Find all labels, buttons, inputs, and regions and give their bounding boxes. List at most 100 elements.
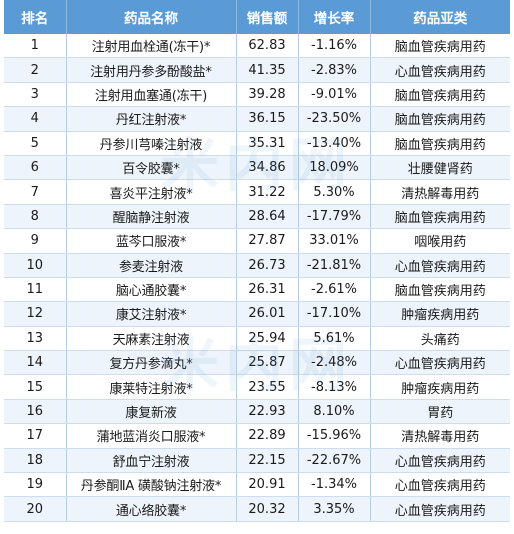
- category-cell: 脑血管疾病用药: [370, 277, 510, 303]
- growth-cell: -1.34%: [298, 472, 371, 498]
- header-rank: 排名: [4, 0, 67, 34]
- rank-cell: 8: [4, 204, 67, 230]
- category-cell: 脑血管疾病用药: [370, 131, 510, 156]
- sales-cell: 31.22: [236, 179, 299, 205]
- growth-cell: -8.13%: [298, 374, 371, 400]
- sales-cell: 27.87: [236, 228, 299, 254]
- growth-cell: -9.01%: [298, 82, 371, 108]
- table-row: 7 喜炎平注射液* 31.22 5.30% 清热解毒用药: [4, 179, 510, 205]
- sales-cell: 26.73: [236, 253, 299, 278]
- table-row: 12 康艾注射液* 26.01 -17.10% 肿瘤疾病用药: [4, 301, 510, 327]
- growth-cell: 18.09%: [298, 155, 371, 181]
- sales-cell: 36.15: [236, 106, 299, 132]
- sales-cell: 35.31: [236, 131, 299, 156]
- rank-cell: 12: [4, 301, 67, 327]
- drug-name-cell: 蓝芩口服液*: [66, 228, 237, 254]
- drug-name-cell: 脑心通胶囊*: [66, 277, 237, 303]
- rank-cell: 4: [4, 106, 67, 132]
- table-row: 4 丹红注射液* 36.15 -23.50% 脑血管疾病用药: [4, 106, 510, 132]
- table-row: 16 康复新液 22.93 8.10% 胃药: [4, 399, 510, 425]
- rank-cell: 7: [4, 179, 67, 205]
- growth-cell: -1.16%: [298, 34, 371, 59]
- sales-cell: 26.01: [236, 301, 299, 327]
- sales-cell: 22.93: [236, 399, 299, 425]
- category-cell: 咽喉用药: [370, 228, 510, 254]
- category-cell: 脑血管疾病用药: [370, 34, 510, 59]
- growth-cell: -2.61%: [298, 277, 371, 303]
- sales-cell: 20.32: [236, 496, 299, 522]
- category-cell: 清热解毒用药: [370, 179, 510, 205]
- table-row: 14 复方丹参滴丸* 25.87 -2.48% 心血管疾病用药: [4, 350, 510, 376]
- rank-cell: 17: [4, 423, 67, 449]
- sales-cell: 25.87: [236, 350, 299, 376]
- table-row: 1 注射用血栓通(冻干)* 62.83 -1.16% 脑血管疾病用药: [4, 34, 510, 59]
- growth-cell: -21.81%: [298, 253, 371, 278]
- drug-name-cell: 注射用血塞通(冻干): [66, 82, 237, 108]
- rank-cell: 16: [4, 399, 67, 425]
- rank-cell: 15: [4, 374, 67, 400]
- rank-cell: 11: [4, 277, 67, 303]
- rank-cell: 14: [4, 350, 67, 376]
- growth-cell: -2.48%: [298, 350, 371, 376]
- table-row: 9 蓝芩口服液* 27.87 33.01% 咽喉用药: [4, 228, 510, 254]
- category-cell: 脑血管疾病用药: [370, 204, 510, 230]
- table-row: 6 百令胶囊* 34.86 18.09% 壮腰健肾药: [4, 155, 510, 181]
- growth-cell: 5.61%: [298, 326, 371, 352]
- sales-cell: 28.64: [236, 204, 299, 230]
- drug-name-cell: 康复新液: [66, 399, 237, 425]
- rank-cell: 20: [4, 496, 67, 522]
- category-cell: 清热解毒用药: [370, 423, 510, 449]
- category-cell: 肿瘤疾病用药: [370, 374, 510, 400]
- category-cell: 心血管疾病用药: [370, 350, 510, 376]
- table-row: 3 注射用血塞通(冻干) 39.28 -9.01% 脑血管疾病用药: [4, 82, 510, 108]
- growth-cell: 33.01%: [298, 228, 371, 254]
- drug-name-cell: 注射用丹参多酚酸盐*: [66, 57, 237, 83]
- sales-cell: 62.83: [236, 34, 299, 59]
- header-growth: 增长率: [298, 0, 371, 34]
- drug-name-cell: 丹参酮ⅡA 磺酸钠注射液*: [66, 472, 237, 498]
- growth-cell: 5.30%: [298, 179, 371, 205]
- table-row: 8 醒脑静注射液 28.64 -17.79% 脑血管疾病用药: [4, 204, 510, 230]
- category-cell: 脑血管疾病用药: [370, 106, 510, 132]
- drug-name-cell: 康艾注射液*: [66, 301, 237, 327]
- drug-name-cell: 舒血宁注射液: [66, 448, 237, 474]
- table-body: 1 注射用血栓通(冻干)* 62.83 -1.16% 脑血管疾病用药 2 注射用…: [4, 34, 510, 522]
- drug-name-cell: 醒脑静注射液: [66, 204, 237, 230]
- growth-cell: -23.50%: [298, 106, 371, 132]
- table-row: 15 康莱特注射液* 23.55 -8.13% 肿瘤疾病用药: [4, 374, 510, 400]
- rank-cell: 18: [4, 448, 67, 474]
- drug-name-cell: 喜炎平注射液*: [66, 179, 237, 205]
- category-cell: 心血管疾病用药: [370, 57, 510, 83]
- table-row: 19 丹参酮ⅡA 磺酸钠注射液* 20.91 -1.34% 心血管疾病用药: [4, 472, 510, 498]
- table-row: 10 参麦注射液 26.73 -21.81% 心血管疾病用药: [4, 253, 510, 278]
- sales-cell: 25.94: [236, 326, 299, 352]
- rank-cell: 9: [4, 228, 67, 254]
- rank-cell: 6: [4, 155, 67, 181]
- drug-name-cell: 参麦注射液: [66, 253, 237, 278]
- sales-cell: 23.55: [236, 374, 299, 400]
- growth-cell: 8.10%: [298, 399, 371, 425]
- table-row: 17 蒲地蓝消炎口服液* 22.89 -15.96% 清热解毒用药: [4, 423, 510, 449]
- sales-cell: 26.31: [236, 277, 299, 303]
- growth-cell: -22.67%: [298, 448, 371, 474]
- growth-cell: -13.40%: [298, 131, 371, 156]
- table-row: 2 注射用丹参多酚酸盐* 41.35 -2.83% 心血管疾病用药: [4, 57, 510, 83]
- growth-cell: 3.35%: [298, 496, 371, 522]
- category-cell: 心血管疾病用药: [370, 448, 510, 474]
- rank-cell: 5: [4, 131, 67, 156]
- table-row: 20 通心络胶囊* 20.32 3.35% 心血管疾病用药: [4, 496, 510, 522]
- table-row: 18 舒血宁注射液 22.15 -22.67% 心血管疾病用药: [4, 448, 510, 474]
- sales-cell: 22.89: [236, 423, 299, 449]
- drug-name-cell: 蒲地蓝消炎口服液*: [66, 423, 237, 449]
- drug-name-cell: 天麻素注射液: [66, 326, 237, 352]
- drug-name-cell: 丹红注射液*: [66, 106, 237, 132]
- header-sales: 销售额: [236, 0, 299, 34]
- sales-cell: 41.35: [236, 57, 299, 83]
- rank-cell: 10: [4, 253, 67, 278]
- category-cell: 肿瘤疾病用药: [370, 301, 510, 327]
- header-category: 药品亚类: [370, 0, 510, 34]
- drug-name-cell: 康莱特注射液*: [66, 374, 237, 400]
- category-cell: 壮腰健肾药: [370, 155, 510, 181]
- sales-cell: 39.28: [236, 82, 299, 108]
